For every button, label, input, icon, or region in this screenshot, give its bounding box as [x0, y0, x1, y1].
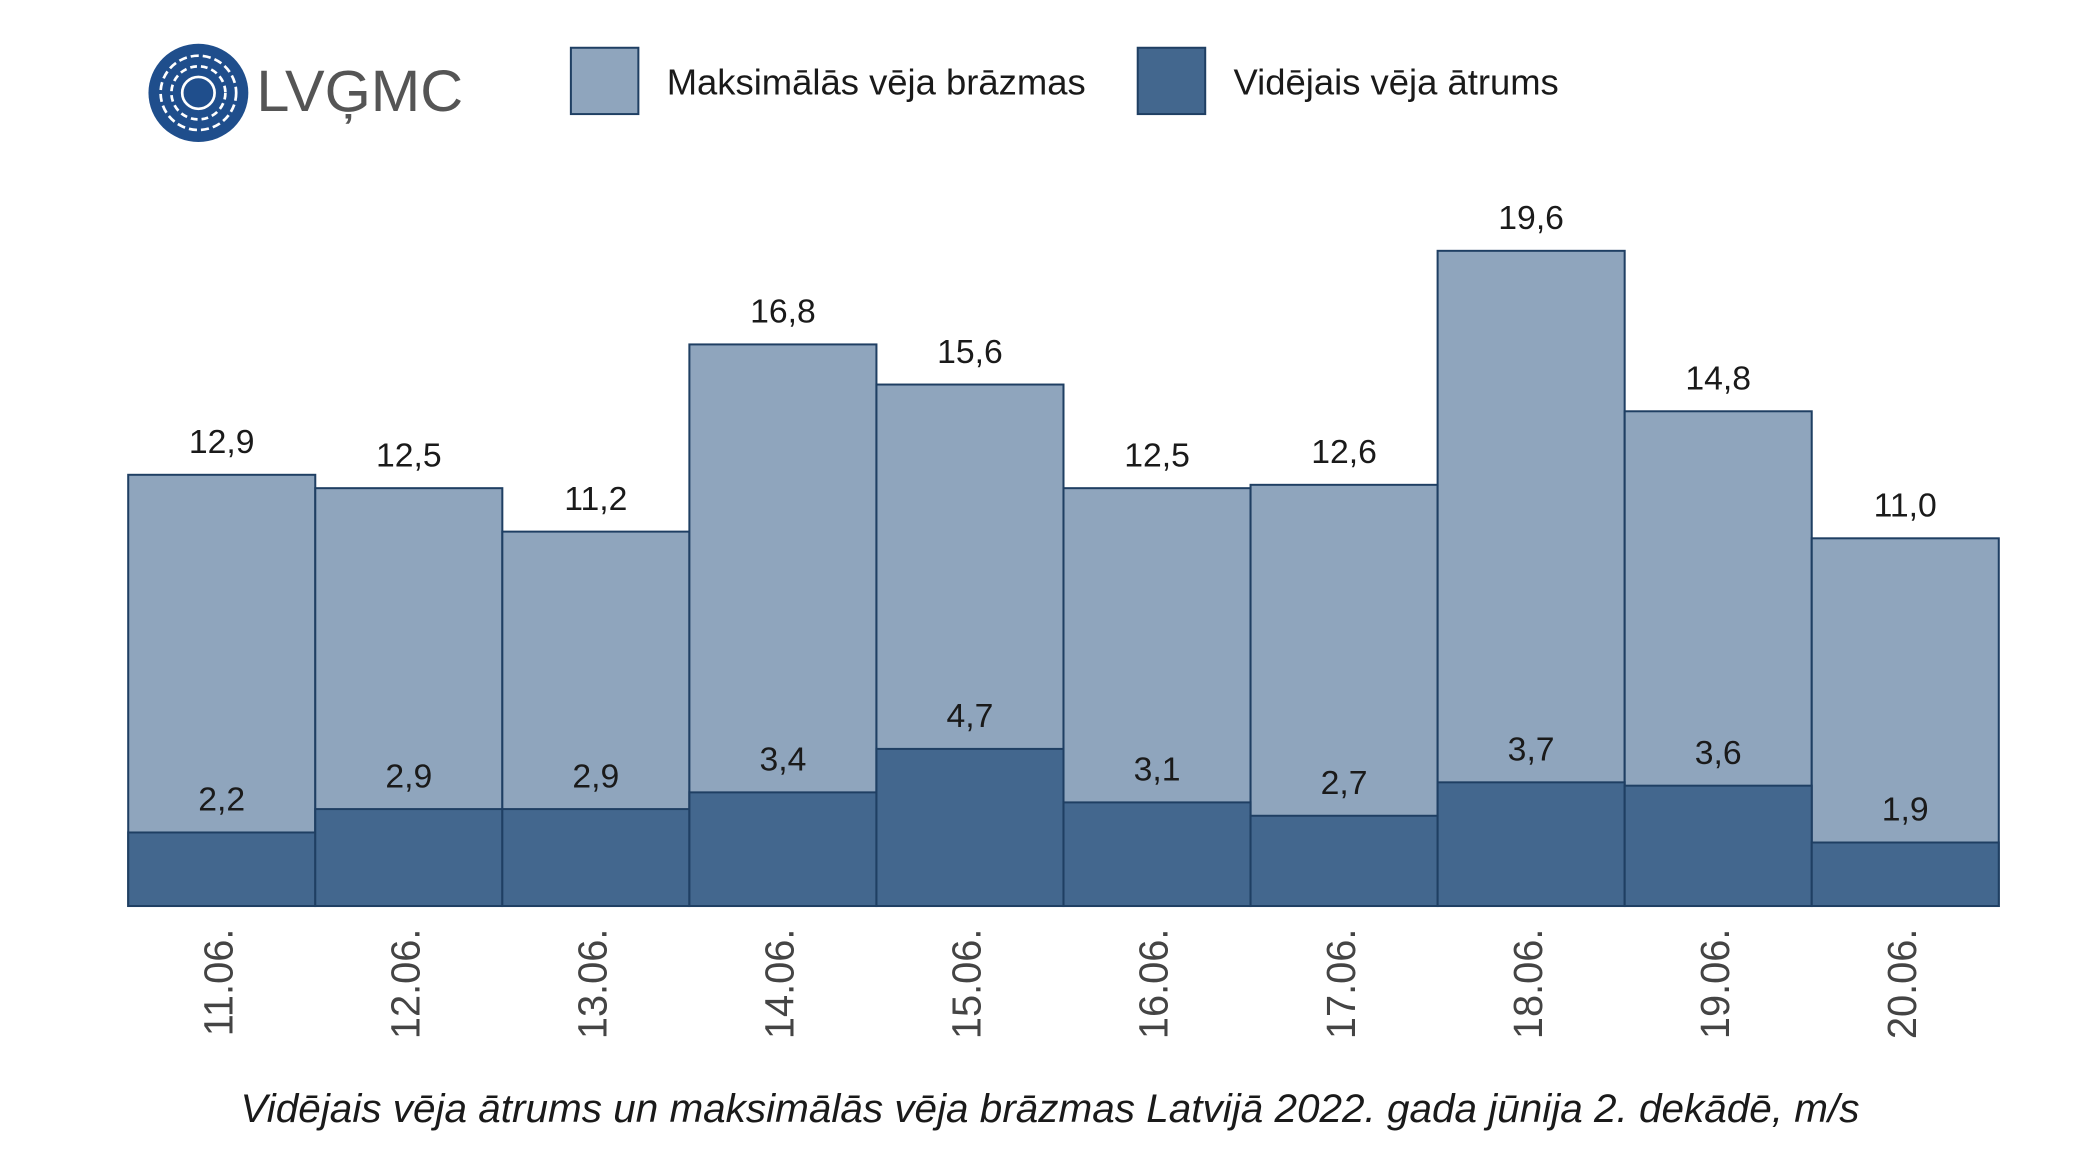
- data-label: 3,1: [1134, 752, 1181, 789]
- data-label: 2,9: [385, 759, 432, 796]
- logo-ring: [170, 64, 227, 121]
- x-tick-label: 15.06.: [944, 929, 989, 1040]
- legend-swatch: [569, 46, 640, 116]
- data-label: 19,6: [1498, 200, 1564, 237]
- data-label: 1,9: [1882, 792, 1929, 829]
- bar: [688, 791, 878, 908]
- data-label: 14,8: [1685, 361, 1751, 398]
- bar: [127, 831, 317, 908]
- data-label: 2,2: [198, 782, 245, 819]
- logo-icon: [148, 43, 249, 142]
- bar: [501, 808, 691, 908]
- x-tick-label: 14.06.: [757, 929, 802, 1040]
- x-tick-label: 11.06.: [196, 929, 241, 1037]
- data-label: 12,5: [1124, 438, 1190, 475]
- legend-label: Vidējais vēja ātrums: [1234, 62, 1559, 103]
- x-tick-label: 12.06.: [383, 929, 428, 1040]
- data-label: 3,7: [1508, 732, 1555, 769]
- data-label: 12,5: [376, 438, 442, 475]
- bar: [875, 747, 1065, 908]
- data-label: 2,7: [1321, 765, 1368, 802]
- bar: [1062, 801, 1252, 908]
- bar: [1810, 841, 2000, 908]
- x-tick-label: 13.06.: [570, 929, 615, 1040]
- bar: [1623, 784, 1813, 908]
- logo-text: LVĢMC: [256, 59, 463, 123]
- data-label: 4,7: [947, 698, 994, 735]
- x-tick-label: 20.06.: [1880, 929, 1925, 1040]
- data-label: 2,9: [572, 759, 619, 796]
- logo-ring: [159, 54, 238, 132]
- chart-title: Vidējais vēja ātrums un maksimālās vēja …: [241, 1086, 1860, 1131]
- data-label: 11,0: [1874, 488, 1937, 525]
- data-label: 15,6: [937, 334, 1003, 371]
- data-label: 12,9: [189, 424, 255, 461]
- data-label: 12,6: [1311, 434, 1377, 471]
- x-tick-label: 18.06.: [1506, 929, 1551, 1040]
- x-tick-label: 17.06.: [1318, 929, 1363, 1040]
- legend-swatch: [1136, 46, 1207, 116]
- data-label: 16,8: [750, 294, 816, 331]
- legend-label: Maksimālās vēja brāzmas: [667, 62, 1086, 103]
- x-tick-label: 19.06.: [1693, 929, 1738, 1040]
- bar: [314, 808, 504, 908]
- logo-ring: [180, 75, 216, 111]
- x-tick-label: 16.06.: [1131, 929, 1176, 1040]
- data-label: 3,4: [759, 742, 806, 779]
- logo: LVĢMC: [148, 43, 463, 142]
- data-label: 11,2: [564, 481, 627, 518]
- bar: [1436, 781, 1626, 908]
- bar: [1249, 814, 1439, 908]
- data-label: 3,6: [1695, 735, 1742, 772]
